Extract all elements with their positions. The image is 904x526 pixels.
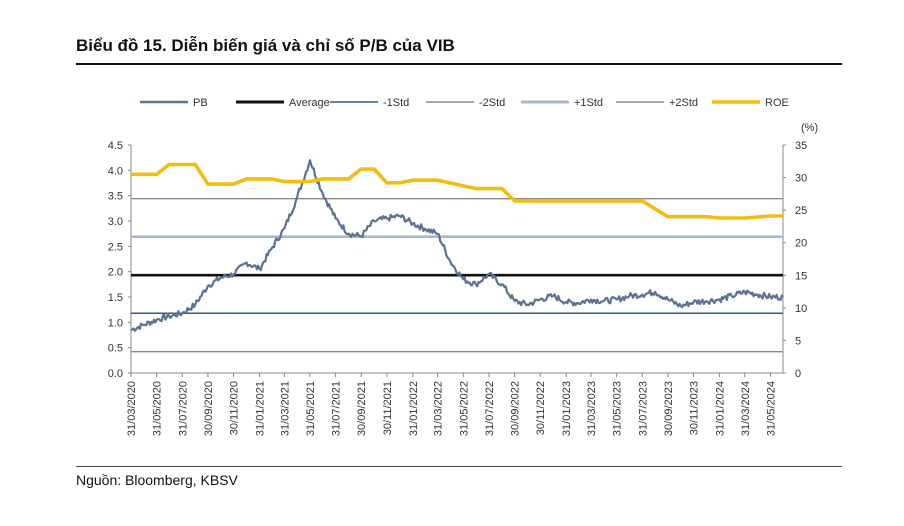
y-left-tick-label: 0.5: [108, 343, 123, 355]
y-left-tick-label: 3.5: [108, 191, 123, 203]
legend-label: PB: [193, 97, 208, 109]
x-tick-label: 31/07/2023: [637, 381, 649, 436]
y-right-tick-label: 25: [795, 205, 807, 217]
x-tick-label: 31/05/2020: [152, 381, 164, 436]
y-left-tick-label: 1.0: [108, 317, 123, 329]
y-right-tick-label: 0: [795, 368, 801, 380]
x-tick-label: 31/05/2024: [765, 381, 777, 436]
legend-item-2std: -2Std: [426, 97, 505, 109]
x-tick-label: 31/07/2021: [331, 381, 343, 436]
title-rule: [76, 63, 842, 65]
legend-item-average: Average: [236, 97, 330, 109]
source-rule: [76, 466, 842, 467]
x-tick-label: 31/07/2022: [484, 381, 496, 436]
legend-item-1std: +1Std: [521, 97, 603, 109]
y-left-tick-label: 4.0: [108, 165, 123, 177]
series-line-pb: [130, 159, 784, 332]
y-left-tick-label: 4.5: [108, 140, 123, 152]
x-tick-label: 31/01/2022: [408, 381, 420, 436]
series-line-roe: [131, 162, 783, 220]
legend-label: +1Std: [574, 97, 603, 109]
x-tick-label: 31/01/2023: [561, 381, 573, 436]
y-left-tick-label: 2.0: [108, 267, 123, 279]
x-tick-label: 31/05/2023: [612, 381, 624, 436]
chart-legend: PB Average -1Std -2Std +1Std +2Std ROE: [140, 97, 789, 109]
legend-label: Average: [289, 97, 330, 109]
x-tick-label: 31/03/2021: [279, 381, 291, 436]
legend-label: +2Std: [669, 97, 698, 109]
x-tick-label: 31/03/2023: [586, 381, 598, 436]
y-left-tick-label: 3.0: [108, 216, 123, 228]
y-left-tick-label: 1.5: [108, 292, 123, 304]
legend-item-1std: -1Std: [330, 97, 409, 109]
x-tick-label: 31/01/2021: [255, 381, 267, 436]
x-tick-label: 30/11/2022: [535, 381, 547, 435]
x-tick-label: 30/09/2020: [203, 381, 215, 436]
y-right-tick-label: 15: [795, 270, 807, 282]
chart-title: Biểu đồ 15. Diễn biến giá và chỉ số P/B …: [76, 36, 455, 55]
legend-item-pb: PB: [140, 97, 208, 109]
x-tick-label: 30/11/2023: [689, 381, 701, 435]
series-lines: [130, 159, 784, 332]
x-tick-label: 31/03/2024: [740, 381, 752, 436]
x-tick-label: 31/05/2021: [305, 381, 317, 436]
reference-lines: [131, 198, 783, 353]
x-tick-label: 31/07/2020: [177, 381, 189, 436]
legend-label: -2Std: [479, 97, 505, 109]
x-tick-label: 30/09/2021: [356, 381, 368, 436]
x-tick-label: 30/11/2021: [382, 381, 394, 435]
pb-chart: PB Average -1Std -2Std +1Std +2Std ROE 0.0 0.5 1…: [108, 97, 818, 436]
x-tick-label: 30/09/2023: [663, 381, 675, 436]
x-tick-label: 31/01/2024: [715, 381, 727, 436]
chart-axes: 0.0 0.5 1.0 1.5 2.0 2.5 3.0 3.5 4.0 4.5 0 5 10 15 20 25…: [108, 122, 818, 436]
y-left-tick-label: 2.5: [108, 241, 123, 253]
y-right-tick-label: 35: [795, 140, 807, 152]
legend-label: -1Std: [383, 97, 409, 109]
x-tick-label: 31/03/2022: [433, 381, 445, 436]
y-left-tick-label: 0.0: [108, 368, 123, 380]
legend-item-roe: ROE: [712, 97, 789, 109]
legend-item-2std: +2Std: [616, 97, 698, 109]
y-right-tick-label: 5: [795, 335, 801, 347]
y-right-tick-label: 10: [795, 303, 807, 315]
legend-label: ROE: [765, 97, 789, 109]
x-tick-label: 30/09/2022: [510, 381, 522, 436]
source-note: Nguồn: Bloomberg, KBSV: [76, 472, 238, 488]
y-right-tick-label: 30: [795, 173, 807, 185]
x-tick-label: 31/05/2022: [458, 381, 470, 436]
x-tick-label: 31/03/2020: [126, 381, 138, 436]
x-tick-label: 30/11/2020: [229, 381, 241, 435]
y-right-tick-label: 20: [795, 238, 807, 250]
y-right-unit: (%): [801, 122, 818, 134]
